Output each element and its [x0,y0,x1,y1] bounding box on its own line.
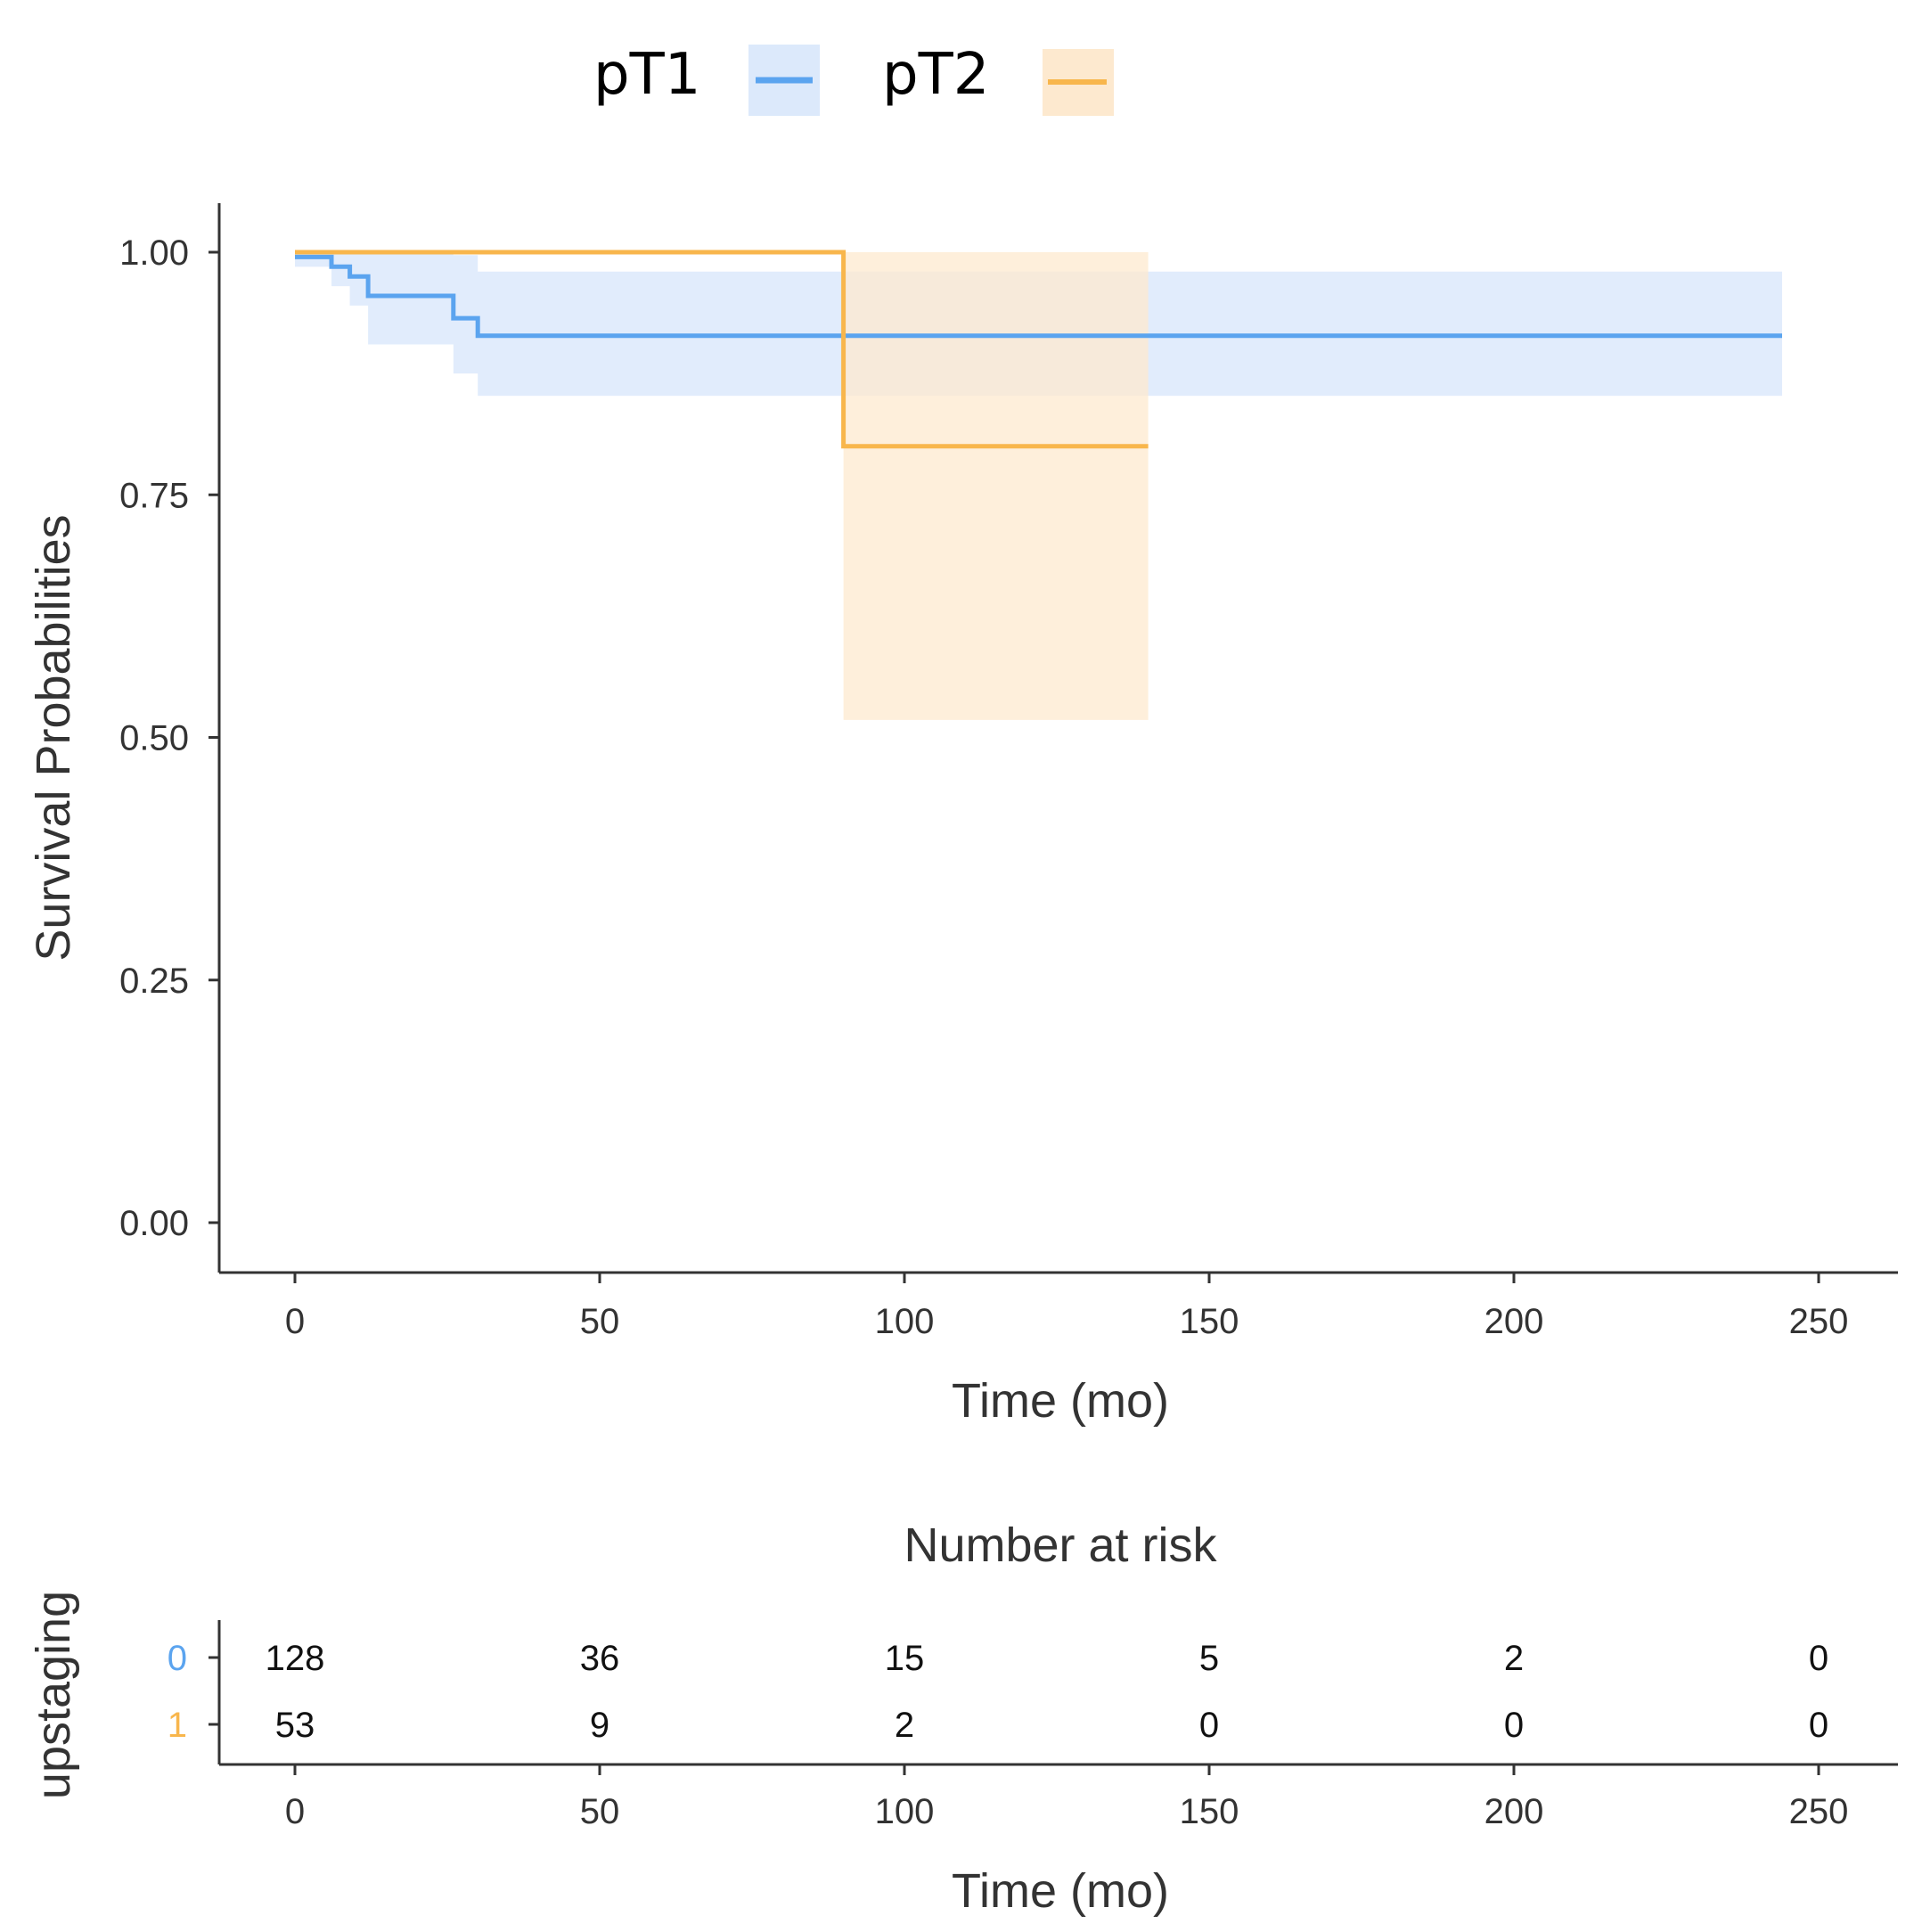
risk-x-tick-label: 150 [1180,1792,1239,1831]
legend-label-pt2: pT2 [882,42,989,108]
legend-label-pt1: pT1 [593,42,700,108]
risk-count: 0 [1809,1706,1828,1745]
risk-x-tick-label: 50 [580,1792,620,1831]
risk-table-title: Number at risk [904,1519,1217,1572]
y-tick-label: 0.50 [119,719,189,758]
x-tick-label: 200 [1484,1302,1544,1341]
x-axis-title: Time (mo) [952,1374,1169,1428]
risk-rows: 0 128 36 15 5 2 0 1 53 9 2 0 0 0 [168,1639,1828,1745]
risk-count: 5 [1199,1639,1219,1678]
risk-count: 128 [266,1639,325,1678]
risk-x-tick-label: 100 [875,1792,935,1831]
risk-x-tick-label: 200 [1484,1792,1544,1831]
confidence-bands [295,252,1782,720]
y-tick-label: 0.75 [119,476,189,515]
risk-count: 0 [1504,1706,1524,1745]
y-tick-label: 0.00 [119,1204,189,1243]
risk-count: 15 [885,1639,925,1678]
risk-count: 0 [1809,1639,1828,1678]
x-tick-label: 50 [580,1302,620,1341]
x-tick-label: 0 [285,1302,305,1341]
survival-curve-pt1 [295,254,1782,339]
risk-count: 2 [1504,1639,1524,1678]
main-plot: 0.00 0.25 0.50 0.75 1.00 0 50 100 150 200 250 Tim… [27,203,1898,1428]
risk-count: 53 [275,1706,315,1745]
risk-count: 2 [895,1706,914,1745]
x-tick-label: 100 [875,1302,935,1341]
risk-count: 9 [590,1706,609,1745]
legend: pT1 pT2 [593,42,1114,116]
risk-x-axis-title: Time (mo) [952,1864,1169,1918]
y-axis-ticks: 0.00 0.25 0.50 0.75 1.00 [119,233,219,1243]
risk-strata-label: 0 [168,1639,187,1678]
risk-x-axis-ticks: 0 50 100 150 200 250 [285,1764,1849,1831]
risk-x-tick-label: 0 [285,1792,305,1831]
y-tick-label: 0.25 [119,962,189,1001]
risk-count: 36 [580,1639,620,1678]
survival-curves [295,250,1782,449]
ci-band-pt2 [843,252,1149,720]
y-axis-title: Survival Probabilities [27,514,80,961]
x-tick-label: 250 [1789,1302,1849,1341]
x-axis-ticks: 0 50 100 150 200 250 [285,1273,1849,1341]
x-tick-label: 150 [1180,1302,1239,1341]
risk-y-axis-title: upstaging [27,1591,80,1799]
risk-x-tick-label: 250 [1789,1792,1849,1831]
risk-strata-label: 1 [168,1706,187,1745]
y-tick-label: 1.00 [119,233,189,273]
risk-count: 0 [1199,1706,1219,1745]
survival-curve-pt2 [295,250,1149,449]
risk-table: Number at risk 0 128 36 15 5 2 01 53 9 2 0 0 0 0 50 10… [27,1519,1898,1918]
